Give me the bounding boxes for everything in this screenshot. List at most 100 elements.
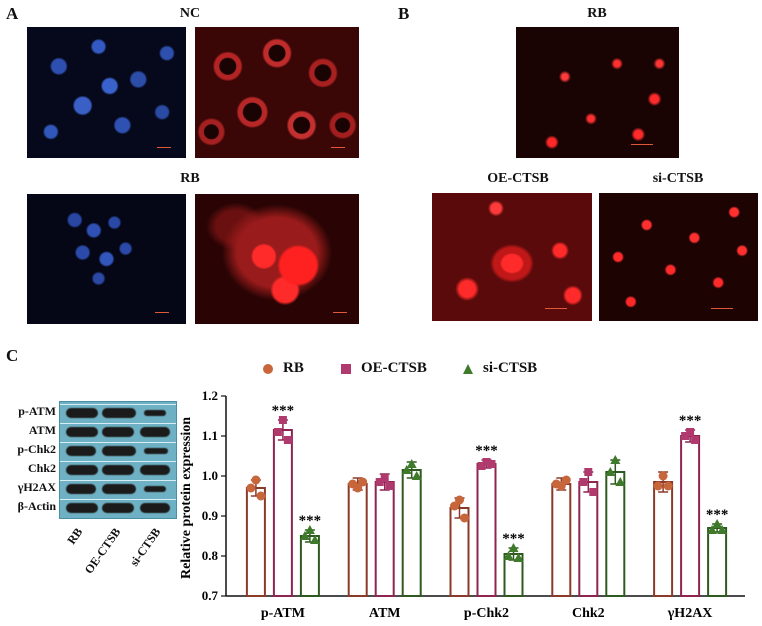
western-blot (59, 401, 177, 519)
data-point (358, 477, 368, 487)
bar-si-CTSB-p-ATM (299, 535, 320, 597)
legend-rb-marker (263, 363, 273, 374)
nc-dapi-image (27, 27, 186, 158)
data-point (251, 475, 261, 485)
legend-oe-ctsb: OE-CTSB (340, 360, 427, 377)
y-tick-label: 1.2 (202, 388, 218, 403)
data-point (551, 479, 561, 489)
data-point (513, 553, 524, 562)
data-point (508, 543, 519, 552)
bar-RB-Chk2 (551, 483, 572, 597)
blot-row-gh2ax (60, 480, 176, 497)
y-tick-label: 0.9 (202, 508, 219, 523)
x-tick-label: p-ATM (261, 606, 305, 621)
data-point (450, 501, 459, 511)
data-point (663, 481, 673, 491)
legend-si-label: si-CTSB (483, 360, 538, 376)
data-point (283, 436, 292, 444)
data-point (380, 474, 389, 482)
data-point (309, 535, 320, 544)
bar-RB-p-ATM (245, 487, 266, 597)
protein-expression-chart: 0.7 0.8 0.9 1.0 1.1 1.2 Relative protein expre… (179, 388, 745, 621)
blot-label-p-chk2: p-Chk2 (17, 442, 56, 456)
bar-OE-CTSB-ATM (374, 481, 395, 597)
data-point (579, 478, 588, 486)
panel-b-si-label: si-CTSB (652, 171, 704, 186)
y-tick-label: 1.1 (202, 428, 218, 443)
significance-label: *** (706, 507, 729, 523)
blot-label-chk2: Chk2 (27, 461, 56, 475)
data-point (411, 471, 422, 480)
data-point (503, 551, 514, 560)
blot-label-atm: ATM (28, 423, 56, 437)
data-point (278, 416, 287, 424)
data-point (653, 481, 663, 491)
data-point (681, 432, 690, 440)
bar-RB-ATM (347, 483, 368, 597)
blot-row-chk2 (60, 461, 176, 478)
data-point (610, 455, 621, 464)
bar-si-CTSB-γH2AX (707, 527, 728, 597)
y-tick-label: 1.0 (202, 468, 218, 483)
data-point (717, 525, 728, 534)
bar-OE-CTSB-p-ATM (272, 429, 293, 597)
oe-ctsb-comet-image (432, 193, 592, 321)
bar-si-CTSB-ATM (401, 469, 422, 597)
data-point (589, 488, 598, 496)
panel-c-letter: C (6, 346, 19, 365)
data-point (455, 495, 464, 505)
blot-row-atm (60, 423, 176, 440)
y-tick-label: 0.7 (202, 588, 219, 603)
blot-row-p-atm (60, 404, 176, 421)
legend-si-marker (463, 363, 473, 374)
bar-OE-CTSB-γH2AX (680, 435, 701, 597)
data-point (615, 477, 626, 486)
bar-RB-γH2AX (653, 481, 674, 597)
x-tick-label: γH2AX (667, 606, 713, 621)
blot-label-b-actin: β-Actin (17, 499, 56, 513)
data-point (707, 525, 718, 534)
data-point (401, 465, 412, 474)
data-point (477, 462, 486, 470)
data-point (487, 460, 496, 468)
data-point (385, 482, 394, 490)
si-ctsb-comet-image (599, 193, 758, 321)
data-point (273, 428, 282, 436)
significance-label: *** (475, 443, 498, 459)
data-point (348, 479, 358, 489)
data-point (691, 436, 700, 444)
data-point (299, 531, 310, 540)
data-point (482, 458, 491, 466)
y-tick-label: 0.8 (202, 548, 219, 563)
blot-label-gh2ax: γH2AX (17, 480, 56, 494)
rb-membrane-image (195, 194, 359, 324)
data-point (605, 467, 616, 476)
rb-dapi-image (27, 194, 186, 324)
significance-label: *** (502, 531, 525, 547)
legend-rb: RB (262, 360, 304, 377)
panel-a-nc-label: NC (179, 6, 201, 21)
data-point (658, 471, 668, 481)
panel-b-oe-label: OE-CTSB (487, 171, 549, 186)
x-tick-label: p-Chk2 (464, 606, 509, 621)
data-point (375, 478, 384, 486)
data-point (256, 491, 266, 501)
bar-si-CTSB-Chk2 (605, 471, 626, 597)
blot-row-p-chk2 (60, 442, 176, 459)
data-point (406, 459, 417, 468)
significance-label: *** (679, 413, 702, 429)
legend-oe-label: OE-CTSB (361, 360, 427, 376)
panel-b-letter: B (398, 4, 410, 23)
legend-si-ctsb: si-CTSB (462, 360, 537, 377)
data-point (712, 519, 723, 528)
panel-a-letter: A (6, 4, 19, 23)
bar-OE-CTSB-Chk2 (578, 481, 599, 597)
bar-OE-CTSB-p-Chk2 (476, 463, 497, 597)
nc-membrane-image (195, 27, 359, 158)
significance-label: *** (272, 403, 295, 419)
data-point (304, 525, 315, 534)
x-tick-label: ATM (369, 606, 401, 621)
data-point (561, 475, 571, 485)
legend-oe-marker (341, 363, 351, 374)
legend-rb-label: RB (283, 360, 304, 376)
